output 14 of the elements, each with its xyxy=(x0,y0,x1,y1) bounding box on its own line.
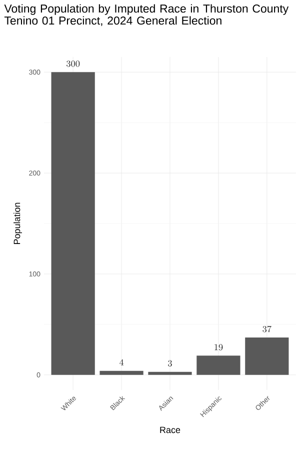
chart-title: Voting Population by Imputed Race in Thurston County xyxy=(4,4,288,15)
data-label: 4 xyxy=(119,359,124,366)
bar xyxy=(100,370,144,375)
bar xyxy=(148,372,192,375)
data-label: 19 xyxy=(214,344,223,350)
bar xyxy=(51,72,95,375)
data-label: 300 xyxy=(66,60,80,67)
bar xyxy=(196,356,240,375)
data-label: 3 xyxy=(168,360,172,366)
x-axis-title: Race xyxy=(160,426,180,434)
bar xyxy=(245,338,289,375)
chart-subtitle: Tenino 01 Precinct, 2024 General Election xyxy=(4,16,222,26)
data-label: 37 xyxy=(262,326,272,332)
y-axis-title: Population xyxy=(13,202,22,244)
